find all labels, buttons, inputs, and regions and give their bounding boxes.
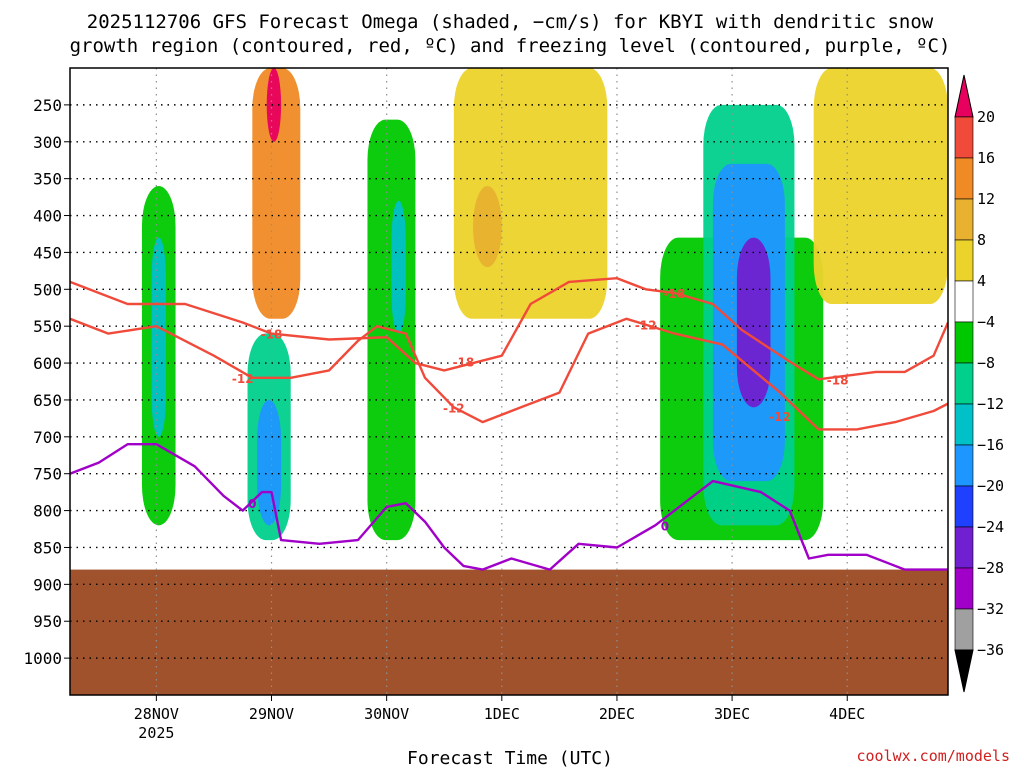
colorbar-label-13: −36 [977, 641, 1004, 659]
contour-label-freezing-level-1: 0 [661, 519, 669, 533]
colorbar-label-1: 16 [977, 149, 995, 167]
colorbar-bin-6 [954, 321, 974, 364]
contour-freezing-level [70, 443, 948, 571]
contour-label-dgz-minus12-2: -12 [635, 319, 657, 333]
omega-region-descent-dec1-core [473, 186, 502, 268]
colorbar-label-2: 12 [977, 190, 995, 208]
colorbar-bin-1 [954, 116, 974, 159]
x-tick-label-30NOV: 30NOV [364, 705, 409, 723]
y-tick-label-600: 600 [33, 354, 62, 373]
colorbar-bin-3 [954, 198, 974, 241]
x-axis-label: Forecast Time (UTC) [407, 748, 613, 768]
x-tick-label-28NOV: 28NOV [134, 705, 179, 723]
contour-label-dgz-minus18-3: -18 [827, 373, 849, 387]
contour-dgz-minus18 [70, 277, 948, 381]
plot-content: -18 -18 -18 -18 -12 -12 -12 -12 0 0 [70, 68, 948, 695]
colorbar-bin-5 [954, 280, 974, 323]
colorbar-bin-4 [954, 239, 974, 282]
y-tick-label-1000: 1000 [23, 649, 62, 668]
y-tick-label-850: 850 [33, 538, 62, 557]
colorbar-label-4: 4 [977, 272, 986, 290]
colorbar-bin-2 [954, 157, 974, 200]
chart-title-line2: growth region (contoured, red, ºC) and f… [70, 35, 951, 57]
chart-title-line1: 2025112706 GFS Forecast Omega (shaded, −… [87, 11, 934, 33]
colorbar-bin-10 [954, 485, 974, 528]
y-tick-label-500: 500 [33, 280, 62, 299]
y-tick-label-700: 700 [33, 428, 62, 447]
contour-label-dgz-minus12-3: -12 [769, 410, 791, 424]
contour-label-dgz-minus12-0: -12 [232, 372, 254, 386]
x-tick-label-4DEC: 4DEC [829, 705, 865, 723]
colorbar-label-6: −8 [977, 354, 995, 372]
omega-region-ascent-nov30-core [391, 200, 406, 334]
contour-label-dgz-minus18-0: -18 [261, 328, 283, 342]
colorbar-bin-13 [954, 608, 974, 651]
colorbar-label-10: −24 [977, 518, 1004, 536]
colorbar-label-7: −12 [977, 395, 1004, 413]
colorbar-bin-bottom [954, 649, 974, 693]
contour-label-dgz-minus18-2: -18 [664, 287, 686, 301]
colorbar-bin-top [954, 74, 974, 118]
colorbar-bin-11 [954, 526, 974, 569]
colorbar-label-3: 8 [977, 231, 986, 249]
y-tick-label-250: 250 [33, 96, 62, 115]
contour-label-dgz-minus18-1: -18 [453, 356, 475, 370]
x-tick-label-3DEC: 3DEC [714, 705, 750, 723]
contour-label-freezing-level-0: 0 [248, 497, 256, 511]
colorbar-label-11: −28 [977, 559, 1004, 577]
plot-area: -18 -18 -18 -18 -12 -12 -12 -12 0 0 [69, 67, 949, 696]
colorbar-label-9: −20 [977, 477, 1004, 495]
y-tick-label-300: 300 [33, 133, 62, 152]
colorbar-bin-9 [954, 444, 974, 487]
colorbar-label-12: −32 [977, 600, 1004, 618]
y-tick-label-900: 900 [33, 575, 62, 594]
colorbar-label-8: −16 [977, 436, 1004, 454]
terrain-ground [70, 569, 948, 695]
omega-region-ascent-nov28-core [151, 237, 166, 437]
y-tick-label-350: 350 [33, 170, 62, 189]
colorbar-bin-7 [954, 362, 974, 405]
y-tick-label-950: 950 [33, 612, 62, 631]
colorbar-legend: 20 16 12 8 4 −4 −8 −12 −16 −20 −24 −28 −32 −36 [954, 74, 1004, 693]
y-tick-label-750: 750 [33, 465, 62, 484]
colorbar-bin-8 [954, 403, 974, 446]
credit-link[interactable]: coolwx.com/models [856, 747, 1010, 765]
y-tick-label-400: 400 [33, 207, 62, 226]
x-tick-label-2DEC: 2DEC [599, 705, 635, 723]
omega-region-descent-nov29-upper [252, 68, 301, 319]
omega-region-ascent-nov29-core [257, 399, 282, 526]
y-axis: 250 300 350 400 450 500 550 600 650 700 750 800 850 9… [23, 96, 70, 668]
colorbar-label-5: −4 [977, 313, 995, 331]
omega-region-descent-nov29-max [266, 68, 282, 142]
y-tick-label-550: 550 [33, 317, 62, 336]
colorbar-bin-12 [954, 567, 974, 610]
x-tick-label-29NOV: 29NOV [249, 705, 294, 723]
y-tick-label-650: 650 [33, 391, 62, 410]
contour-label-dgz-minus12-1: -12 [443, 401, 465, 415]
x-tick-sublabel-28NOV: 2025 [138, 724, 174, 742]
plot-frame [69, 67, 949, 696]
omega-region-descent-dec4 [813, 68, 948, 305]
y-tick-label-450: 450 [33, 243, 62, 262]
contour-dgz-minus12 [70, 317, 948, 431]
y-tick-label-800: 800 [33, 502, 62, 521]
x-tick-label-1DEC: 1DEC [484, 705, 520, 723]
colorbar-label-0: 20 [977, 108, 995, 126]
